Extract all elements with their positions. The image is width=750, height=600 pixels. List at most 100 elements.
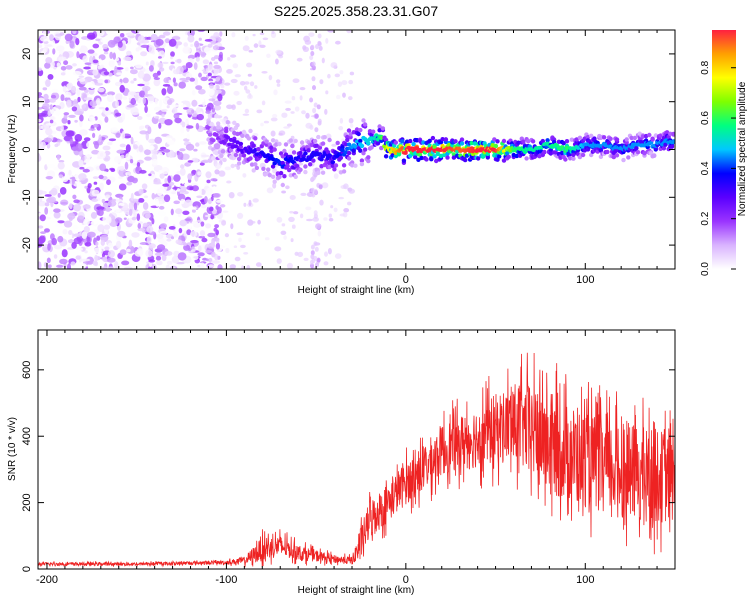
signal-cell <box>661 146 667 151</box>
noise-blob <box>217 93 223 102</box>
signal-core <box>233 144 239 149</box>
noise-blob <box>101 198 106 204</box>
noise-blob <box>131 216 137 221</box>
noise-blob <box>155 47 165 51</box>
noise-blob <box>110 168 116 172</box>
noise-blob <box>38 188 43 196</box>
noise-blob <box>82 204 91 209</box>
signal-cell <box>472 141 478 146</box>
noise-blob <box>164 178 168 184</box>
noise-blob <box>182 30 186 35</box>
signal-cell <box>669 144 675 149</box>
signal-cell <box>568 156 573 161</box>
noise-blob <box>242 113 250 116</box>
noise-blob <box>44 207 49 215</box>
signal-cell <box>358 127 363 133</box>
noise-blob <box>161 88 167 96</box>
noise-blob <box>321 57 325 64</box>
noise-blob <box>118 205 122 209</box>
noise-blob <box>114 261 119 269</box>
signal-cell <box>206 137 211 142</box>
signal-cell <box>232 120 237 126</box>
noise-blob <box>339 70 344 75</box>
noise-blob <box>212 186 217 192</box>
noise-blob <box>89 80 95 90</box>
noise-blob <box>88 128 96 131</box>
noise-blob <box>247 73 252 77</box>
noise-blob <box>234 74 241 78</box>
signal-cell <box>650 136 655 141</box>
noise-blob <box>303 257 309 261</box>
signal-cell <box>463 157 468 163</box>
noise-blob <box>45 57 53 64</box>
noise-blob <box>155 198 160 207</box>
signal-cell <box>501 138 507 144</box>
noise-blob <box>152 72 159 78</box>
noise-blob <box>338 126 344 131</box>
noise-blob <box>157 62 164 69</box>
noise-blob <box>226 180 232 184</box>
noise-blob <box>51 237 57 246</box>
noise-blob <box>78 86 87 91</box>
noise-blob <box>176 261 185 265</box>
noise-blob <box>207 232 216 238</box>
signal-cell <box>298 167 303 172</box>
noise-blob <box>198 187 202 196</box>
noise-blob <box>213 227 218 232</box>
noise-blob <box>50 187 58 196</box>
noise-blob <box>86 32 96 40</box>
noise-blob <box>57 139 63 143</box>
noise-blob <box>215 199 224 203</box>
signal-cell <box>306 148 311 153</box>
noise-blob <box>145 213 151 219</box>
noise-blob <box>49 104 53 110</box>
noise-blob <box>145 61 149 66</box>
noise-blob <box>166 260 173 265</box>
signal-cell <box>238 144 243 149</box>
noise-blob <box>263 120 269 124</box>
signal-cell <box>335 140 340 146</box>
noise-blob <box>128 61 137 67</box>
noise-blob <box>161 113 165 118</box>
noise-blob <box>115 100 119 108</box>
noise-blob <box>343 183 349 190</box>
noise-blob <box>312 217 320 222</box>
signal-core <box>400 146 405 151</box>
noise-blob <box>348 118 354 124</box>
noise-blob <box>53 211 61 219</box>
noise-blob <box>205 250 212 253</box>
noise-blob <box>93 181 98 185</box>
noise-blob <box>125 135 132 139</box>
noise-blob <box>116 149 125 154</box>
noise-blob <box>270 117 278 122</box>
noise-blob <box>205 223 212 229</box>
noise-blob <box>121 112 126 121</box>
noise-blob <box>276 83 281 87</box>
signal-cell <box>621 157 626 163</box>
noise-blob <box>81 104 86 110</box>
noise-blob <box>214 253 219 261</box>
noise-blob <box>175 208 183 215</box>
signal-cell <box>343 142 348 147</box>
noise-blob <box>94 82 103 86</box>
noise-blob <box>133 78 137 81</box>
noise-blob <box>190 249 196 253</box>
noise-blob <box>199 162 205 166</box>
noise-blob <box>324 108 328 115</box>
noise-blob <box>133 144 138 150</box>
noise-blob <box>38 97 45 105</box>
signal-cell <box>246 136 251 141</box>
noise-blob <box>325 38 329 44</box>
noise-blob <box>327 248 332 255</box>
signal-cell <box>264 139 269 144</box>
signal-cell <box>393 140 398 145</box>
noise-blob <box>72 180 82 187</box>
snr-frame <box>37 329 676 570</box>
noise-blob <box>276 258 282 264</box>
signal-cell <box>658 133 663 138</box>
noise-blob <box>97 78 104 84</box>
signal-cell <box>516 140 521 145</box>
noise-blob <box>115 112 122 117</box>
noise-blob <box>318 45 323 51</box>
noise-blob <box>254 85 258 89</box>
